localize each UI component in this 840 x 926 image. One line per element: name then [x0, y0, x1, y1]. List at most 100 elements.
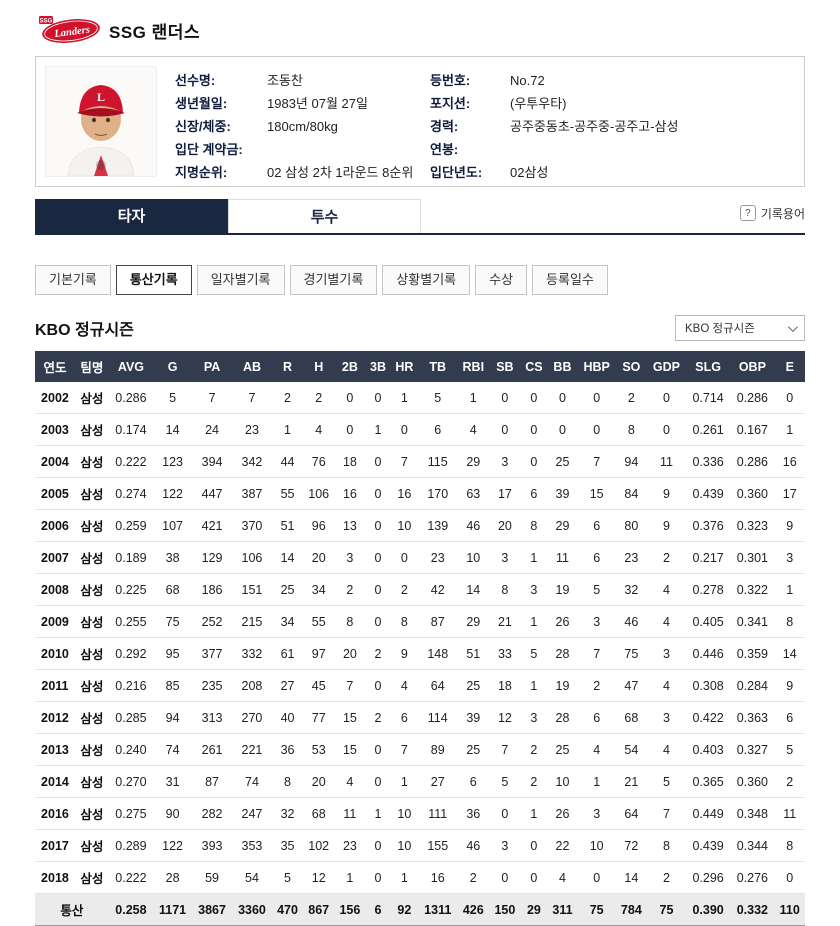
table-cell: 394 — [192, 445, 233, 478]
table-cell: 95 — [153, 637, 193, 670]
table-cell: 9 — [774, 509, 805, 542]
table-cell: 115 — [418, 445, 458, 478]
table-cell: 5 — [489, 765, 521, 798]
table-cell: 11 — [334, 797, 366, 830]
table-cell: 0 — [646, 382, 686, 414]
field-value: No.72 — [510, 73, 545, 88]
table-cell: 2 — [577, 669, 616, 702]
field-value: 02 삼성 2차 1라운드 8순위 — [267, 165, 414, 180]
table-cell: 0 — [365, 509, 391, 542]
table-cell: 2003 — [35, 413, 75, 446]
season-dropdown[interactable]: KBO 정규시즌 — [675, 315, 805, 341]
table-cell: 2002 — [35, 382, 75, 414]
table-row: 2007 삼성 0.189 38 129 106 14 20 3 0 0 23 10 3 1 11 6 23 2 0.… — [35, 541, 805, 574]
table-cell: 2012 — [35, 701, 75, 734]
table-cell: 0 — [547, 382, 578, 414]
column-header: R — [271, 351, 304, 382]
subtab-daily-record[interactable]: 일자별기록 — [196, 265, 285, 295]
player-info-box: L 선수명: 조동찬 생년월일: 1983년 07월 27일 신장/체중: — [35, 56, 805, 187]
table-cell: 0 — [520, 445, 548, 478]
table-cell: 9 — [646, 477, 686, 510]
table-cell: 25 — [271, 573, 304, 606]
table-cell: 0 — [365, 733, 391, 766]
table-cell: 1 — [390, 861, 419, 894]
table-cell: 2008 — [35, 573, 75, 606]
table-cell: 0.222 — [108, 445, 154, 478]
table-cell: 3 — [520, 573, 548, 606]
table-cell: 42 — [418, 573, 458, 606]
column-header: G — [153, 351, 193, 382]
table-cell: 6 — [577, 701, 616, 734]
table-cell: 10 — [390, 797, 419, 830]
field-label: 입단년도: — [430, 165, 483, 180]
table-cell: 6 — [365, 893, 391, 926]
table-cell: 3360 — [232, 893, 272, 926]
table-cell: 129 — [192, 541, 233, 574]
table-cell: 1 — [774, 573, 805, 606]
table-cell: 14 — [774, 637, 805, 670]
table-cell: 0 — [774, 861, 805, 894]
table-cell: 1 — [577, 765, 616, 798]
table-cell: 2005 — [35, 477, 75, 510]
team-name: SSG 랜더스 — [109, 22, 201, 42]
subtab-registration-days[interactable]: 등록일수 — [532, 265, 608, 295]
table-cell: 46 — [457, 829, 490, 862]
stats-table-body: 2002 삼성 0.286 5 7 7 2 2 0 0 1 5 1 0 0 0 0 2 0 0.714 0.286 0 20… — [35, 382, 805, 926]
table-cell: 0 — [365, 669, 391, 702]
table-cell: 20 — [489, 509, 521, 542]
field-value: (우투우타) — [510, 96, 567, 111]
table-cell: 0.259 — [108, 509, 154, 542]
tab-pitcher[interactable]: 투수 — [228, 199, 421, 233]
table-cell: 2018 — [35, 861, 75, 894]
table-cell: 7 — [577, 445, 616, 478]
table-cell: 2011 — [35, 669, 75, 702]
table-cell: 0 — [774, 382, 805, 414]
table-cell: 11 — [646, 445, 686, 478]
table-cell: 470 — [271, 893, 304, 926]
player-fields-left: 선수명: 조동찬 생년월일: 1983년 07월 27일 신장/체중: 180c… — [175, 74, 430, 180]
column-header: 연도 — [35, 351, 75, 382]
table-cell: 447 — [192, 477, 233, 510]
field-signing-bonus: 입단 계약금: — [175, 143, 430, 157]
glossary-link[interactable]: ? 기록용어 — [739, 199, 805, 233]
table-cell: 261 — [192, 733, 233, 766]
table-cell: 9 — [390, 637, 419, 670]
table-cell: 0.322 — [730, 573, 775, 606]
table-cell: 39 — [457, 701, 490, 734]
table-cell: 5 — [774, 733, 805, 766]
table-cell: 2006 — [35, 509, 75, 542]
table-cell: 0 — [520, 382, 548, 414]
table-cell: 0 — [520, 413, 548, 446]
table-cell: 75 — [153, 605, 193, 638]
table-cell: 0 — [365, 541, 391, 574]
table-cell: 4 — [303, 413, 335, 446]
table-cell: 0.270 — [108, 765, 154, 798]
subtab-basic-record[interactable]: 기본기록 — [35, 265, 111, 295]
table-cell: 784 — [615, 893, 647, 926]
column-header: 3B — [365, 351, 391, 382]
subtab-game-record[interactable]: 경기별기록 — [289, 265, 378, 295]
table-cell: 2014 — [35, 765, 75, 798]
tab-batter[interactable]: 타자 — [35, 199, 228, 233]
field-position: 포지션: (우투우타) — [430, 97, 795, 111]
table-cell: 삼성 — [74, 637, 109, 670]
table-cell: 6 — [577, 541, 616, 574]
table-cell: 0 — [365, 445, 391, 478]
field-label: 입단 계약금: — [175, 142, 243, 157]
table-cell: 25 — [457, 733, 490, 766]
table-cell: 0.286 — [730, 382, 775, 414]
table-cell: 0.403 — [685, 733, 731, 766]
field-value: 180cm/80kg — [267, 119, 338, 134]
table-cell: 2 — [365, 701, 391, 734]
table-cell: 10 — [390, 509, 419, 542]
table-cell: 0.341 — [730, 605, 775, 638]
table-cell: 90 — [153, 797, 193, 830]
field-value: 공주중동초-공주중-공주고-삼성 — [510, 119, 679, 134]
subtab-situation-record[interactable]: 상황별기록 — [382, 265, 471, 295]
table-cell: 4 — [334, 765, 366, 798]
table-cell: 0.405 — [685, 605, 731, 638]
subtab-awards[interactable]: 수상 — [475, 265, 528, 295]
subtab-career-record[interactable]: 통산기록 — [115, 265, 192, 295]
table-cell: 16 — [334, 477, 366, 510]
table-cell: 0.344 — [730, 829, 775, 862]
